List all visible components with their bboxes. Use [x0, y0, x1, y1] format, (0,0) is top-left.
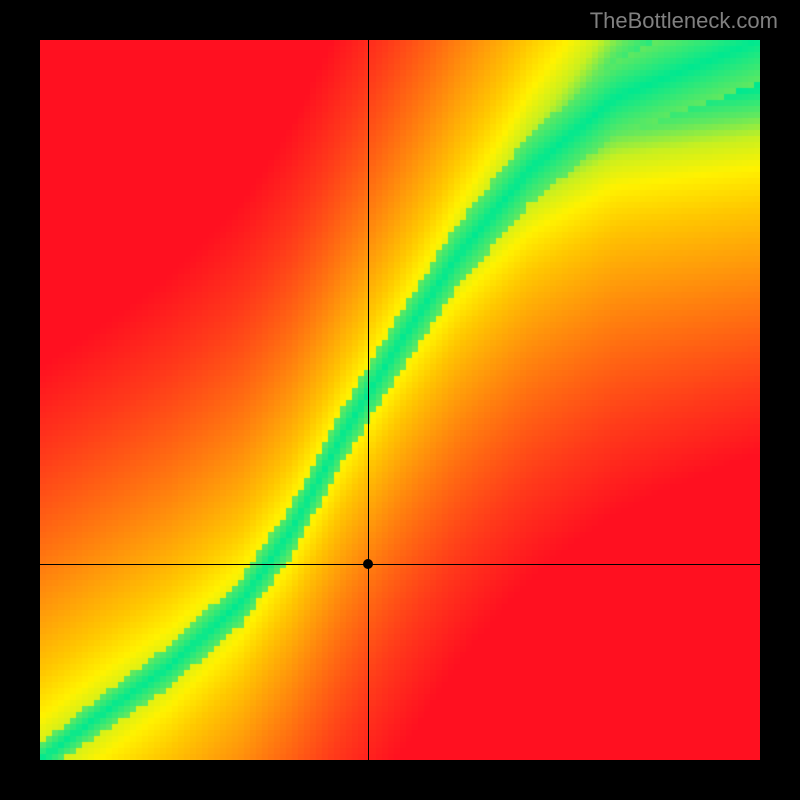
heatmap-canvas — [40, 40, 760, 760]
crosshair-horizontal — [40, 564, 760, 565]
watermark: TheBottleneck.com — [590, 8, 778, 34]
crosshair-marker — [363, 559, 373, 569]
heatmap-plot — [40, 40, 760, 760]
crosshair-vertical — [368, 40, 369, 760]
